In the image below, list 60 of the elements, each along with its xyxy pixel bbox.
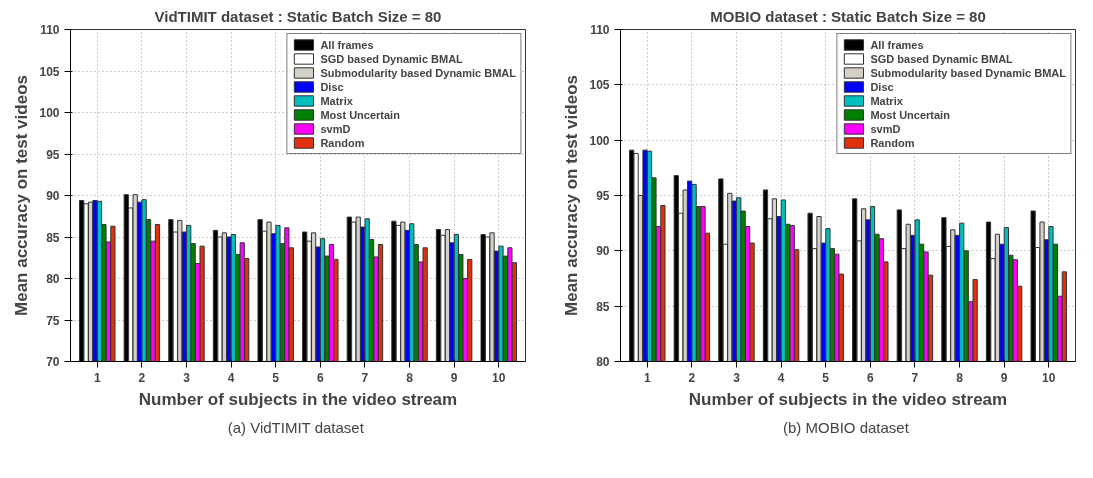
x-tick-label: 4	[777, 370, 785, 385]
legend-label: Most Uncertain	[870, 108, 950, 121]
x-tick-label: 3	[733, 370, 741, 385]
y-tick-label: 80	[46, 272, 60, 286]
y-tick-label: 105	[589, 78, 610, 93]
x-tick-label: 8	[956, 370, 964, 385]
y-tick-label: 100	[589, 133, 610, 148]
legend-label: svmD	[320, 122, 351, 135]
x-tick-label: 10	[492, 370, 506, 385]
chart-title: VidTIMIT dataset : Static Batch Size = 80	[154, 7, 442, 25]
x-tick-label: 3	[183, 370, 191, 385]
y-tick-label: 90	[46, 189, 60, 203]
x-tick-label: 9	[450, 370, 458, 385]
legend-label: SGD based Dynamic BMAL	[870, 52, 1013, 65]
legend-label: SGD based Dynamic BMAL	[320, 52, 463, 65]
y-tick-label: 105	[39, 64, 60, 79]
x-tick-label: 10	[1042, 370, 1056, 385]
text: (b) MOBIO dataset	[782, 418, 910, 436]
x-tick-label: 6	[316, 370, 324, 385]
legend-label: All frames	[870, 38, 924, 51]
x-tick-label: 5	[272, 370, 280, 385]
x-tick-label: 6	[866, 370, 874, 385]
legend-label: svmD	[870, 122, 901, 135]
y-axis-title: Mean accuracy on test videos	[12, 75, 32, 316]
x-tick-label: 4	[227, 370, 235, 385]
y-tick-label: 100	[39, 106, 60, 120]
x-tick-label: 1	[93, 370, 101, 385]
legend-label: All frames	[320, 38, 374, 51]
text: (a) VidTIMIT dataset	[227, 418, 365, 436]
legend-label: Most Uncertain	[320, 108, 400, 121]
legend-label: Random	[320, 136, 365, 149]
legend-label: Matrix	[320, 94, 353, 107]
y-tick-label: 75	[46, 313, 60, 328]
x-axis-title: Number of subjects in the video stream	[688, 389, 1008, 409]
y-tick-label: 95	[596, 189, 610, 203]
x-tick-label: 5	[822, 370, 830, 385]
y-tick-label: 110	[590, 23, 610, 37]
legend-label: Disc	[870, 80, 894, 93]
x-tick-label: 2	[688, 370, 696, 385]
x-tick-label: 7	[361, 370, 369, 385]
legend-label: Submodularity based Dynamic BMAL	[320, 66, 516, 79]
x-tick-label: 9	[1000, 370, 1008, 385]
y-tick-label: 85	[596, 299, 610, 314]
legend-label: Disc	[320, 80, 344, 93]
chart-title: MOBIO dataset : Static Batch Size = 80	[710, 7, 986, 25]
x-axis-title: Number of subjects in the video stream	[138, 389, 458, 409]
y-tick-label: 90	[596, 244, 610, 259]
x-tick-label: 7	[911, 370, 919, 385]
x-tick-label: 1	[643, 370, 651, 385]
y-tick-label: 95	[46, 147, 60, 162]
y-tick-label: 80	[596, 355, 610, 369]
legend-label: Matrix	[870, 94, 903, 107]
legend-label: Submodularity based Dynamic BMAL	[870, 66, 1066, 79]
y-tick-label: 110	[40, 23, 60, 37]
y-axis-title: Mean accuracy on test videos	[562, 75, 582, 316]
y-tick-label: 85	[46, 230, 60, 245]
y-tick-label: 70	[46, 355, 60, 369]
legend-label: Random	[870, 136, 915, 149]
x-tick-label: 8	[406, 370, 414, 385]
x-tick-label: 2	[138, 370, 146, 385]
